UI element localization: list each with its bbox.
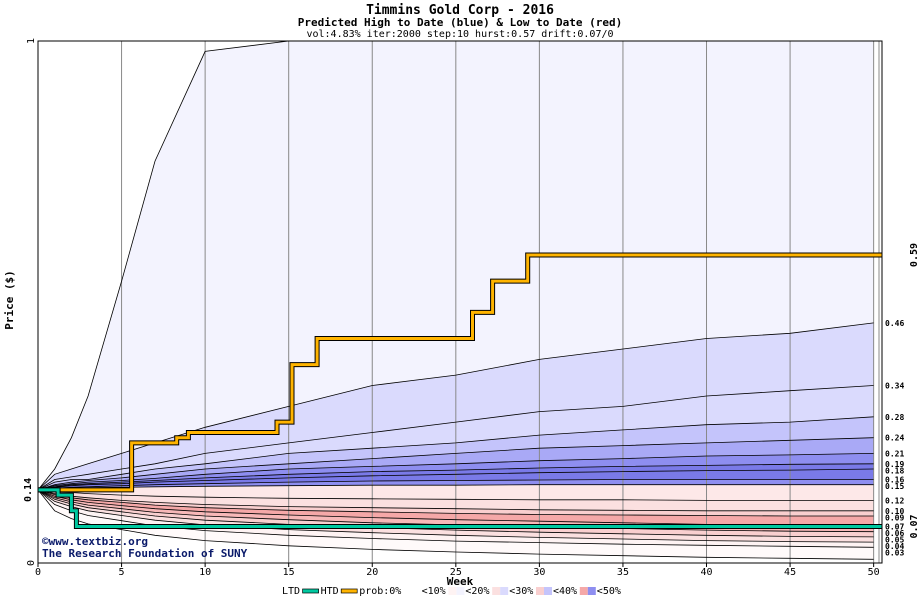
x-tick-label: 30: [533, 567, 545, 578]
y-tick-label: 0: [26, 560, 37, 566]
y-tick-label: 1: [26, 38, 37, 44]
percentile-line: [37, 479, 874, 491]
right-end-label: 0.03: [885, 548, 904, 557]
right-end-label: 0.12: [885, 496, 904, 505]
percentile-line: [37, 463, 874, 491]
percentile-line: [37, 489, 874, 533]
legend-10-label: <10%: [422, 586, 446, 597]
probability-band: [38, 489, 874, 527]
percentile-line: [37, 437, 874, 491]
legend-20-label: <20%: [465, 586, 489, 597]
chart-subtitle: Predicted High to Date (blue) & Low to D…: [298, 16, 623, 29]
x-tick-label: 20: [366, 567, 378, 578]
legend-swatch-40a: [579, 587, 588, 595]
legend-50-label: <50%: [597, 586, 621, 597]
right-end-labels: 0.46 0.34 0.28 0.24 0.21 0.190.180.160.15 0.12…: [885, 243, 920, 557]
right-end-label: 0.28: [885, 413, 904, 422]
percentile-line: [37, 489, 874, 527]
ltd-final-label: 0.07: [909, 514, 920, 538]
legend-swatch-10a: [448, 587, 457, 595]
x-tick-label: 40: [700, 567, 712, 578]
credit-organization: The Research Foundation of SUNY: [42, 547, 248, 560]
legend-swatch-30b: [544, 587, 552, 595]
legend-htd-swatch: [340, 588, 358, 594]
right-end-label: 0.15: [885, 482, 904, 491]
legend-swatch-20a: [492, 587, 501, 595]
legend: LTD HTD prob:0% <10% <20% <30% <40% <50%: [282, 586, 621, 597]
probability-band: [38, 453, 874, 490]
percentile-line: [37, 453, 874, 491]
x-tick-label: 50: [868, 567, 880, 578]
right-end-label: 0.09: [885, 513, 904, 522]
x-tick-label: 35: [617, 567, 629, 578]
legend-swatch-10b: [456, 587, 465, 595]
percentile-line: [37, 489, 874, 543]
legend-htd-label: HTD: [321, 586, 339, 597]
x-axis-label: Week: [447, 575, 474, 588]
start-value-label: 0.14: [23, 478, 34, 502]
x-tick-label: 10: [199, 567, 211, 578]
legend-ltd-swatch: [302, 588, 319, 594]
percentile-line: [37, 489, 874, 501]
htd-path: [38, 253, 882, 492]
x-tick-label: 5: [119, 567, 125, 578]
chart-title: Timmins Gold Corp - 2016: [366, 3, 554, 18]
right-end-label: 0.06: [885, 529, 904, 538]
x-tick-label: 0: [35, 567, 41, 578]
probability-band: [38, 489, 874, 560]
percentile-line: [37, 322, 874, 491]
right-end-label: 0.05: [885, 535, 904, 544]
legend-30-label: <30%: [509, 586, 533, 597]
percentile-line: [37, 416, 874, 491]
x-tick-label: 25: [450, 567, 462, 578]
y-axis-label: Price ($): [3, 270, 16, 330]
htd-ltd-paths: [38, 252, 882, 529]
legend-40-label: <40%: [553, 586, 577, 597]
x-tick-label: 15: [283, 567, 295, 578]
probability-band: [38, 463, 874, 490]
right-end-label: 0.46: [885, 319, 904, 328]
grid-lines: [121, 41, 880, 563]
percentile-line: [37, 468, 874, 491]
credit-website: ©www.textbiz.org: [42, 535, 148, 548]
percentile-line: [37, 489, 874, 512]
legend-swatch-40b: [587, 587, 596, 595]
x-tick-label: 45: [784, 567, 796, 578]
right-end-label: 0.07: [885, 522, 904, 531]
legend-swatch-30a: [536, 587, 544, 595]
legend-swatch-0: [404, 587, 421, 595]
right-end-label: 0.24: [885, 434, 904, 443]
chart-params: vol:4.83% iter:2000 step:10 hurst:0.57 d…: [306, 29, 613, 40]
percentile-line: [37, 385, 874, 491]
legend-prob-label: prob:0%: [359, 586, 401, 597]
right-end-label: 0.34: [885, 382, 904, 391]
plot-frame: [37, 40, 883, 564]
axes: 0 5 10 15 20 25 30 35 40 45 50 0 1 0.14: [23, 38, 880, 578]
right-end-label: 0.18: [885, 466, 904, 475]
ltd-path: [38, 488, 882, 528]
htd-final-label: 0.59: [909, 243, 920, 267]
legend-swatch-20b: [500, 587, 509, 595]
right-end-label: 0.16: [885, 475, 904, 484]
right-end-label: 0.19: [885, 460, 904, 469]
legend-ltd-label: LTD: [282, 586, 300, 597]
right-end-label: 0.10: [885, 507, 904, 516]
percentile-line: [37, 489, 874, 517]
right-end-label: 0.04: [885, 542, 904, 551]
right-end-label: 0.21: [885, 449, 904, 458]
